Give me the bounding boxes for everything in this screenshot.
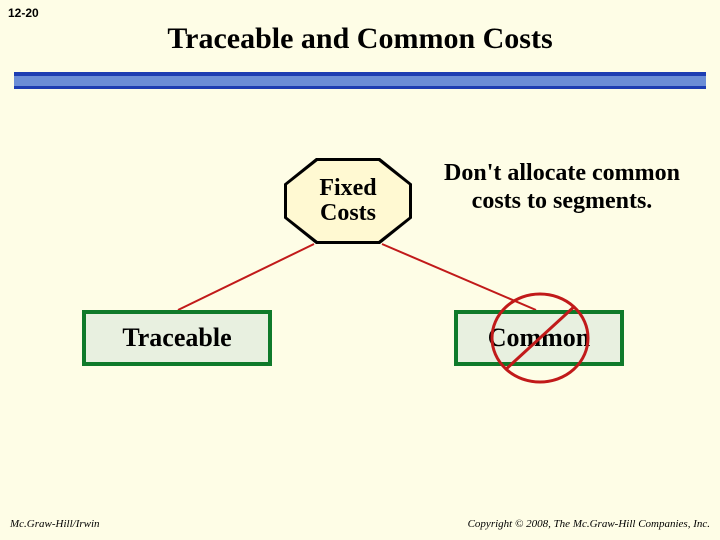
- page-number: 12-20: [8, 6, 39, 20]
- octagon-label: Fixed Costs: [319, 176, 376, 226]
- rule-bot: [14, 86, 706, 89]
- octagon-line1: Fixed: [319, 175, 376, 201]
- footer-left: Mc.Graw-Hill/Irwin: [10, 518, 100, 530]
- octagon-line2: Costs: [320, 200, 376, 226]
- callout-text: Don't allocate common costs to segments.: [432, 160, 692, 215]
- octagon-fill: Fixed Costs: [287, 161, 409, 241]
- box-common: Common: [454, 310, 624, 366]
- box-traceable: Traceable: [82, 310, 272, 366]
- rule-mid: [14, 76, 706, 86]
- box-traceable-label: Traceable: [122, 323, 231, 353]
- slide: 12-20 Traceable and Common Costs Fixed C…: [0, 0, 720, 540]
- box-common-label: Common: [488, 323, 591, 353]
- fixed-costs-octagon: Fixed Costs: [284, 158, 412, 244]
- connector-right: [382, 244, 536, 310]
- connector-left: [178, 244, 314, 310]
- slide-title: Traceable and Common Costs: [0, 22, 720, 56]
- footer-right: Copyright © 2008, The Mc.Graw-Hill Compa…: [468, 518, 710, 530]
